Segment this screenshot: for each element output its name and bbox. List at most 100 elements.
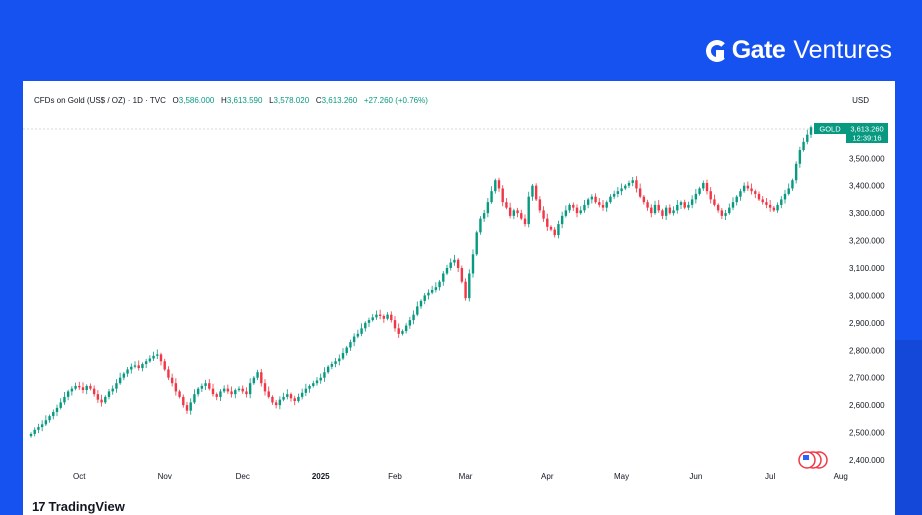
candle-body bbox=[601, 204, 605, 208]
candle-body bbox=[598, 202, 601, 205]
candle-body bbox=[690, 199, 694, 205]
candle-body bbox=[676, 204, 679, 211]
candle-body bbox=[672, 210, 675, 214]
candle-body bbox=[702, 182, 705, 189]
candle-body bbox=[118, 377, 122, 384]
candle-body bbox=[104, 396, 107, 403]
candle-body bbox=[393, 320, 397, 329]
candle-body bbox=[438, 281, 441, 288]
close-value: 3,613.260 bbox=[321, 96, 358, 105]
candle-body bbox=[616, 191, 620, 194]
candle-body bbox=[156, 354, 159, 356]
candle-body bbox=[746, 185, 750, 189]
candle-body bbox=[341, 353, 345, 359]
candle-body bbox=[200, 385, 204, 389]
candle-body bbox=[490, 191, 493, 203]
x-axis: OctNovDec2025FebMarAprMayJunJulAugSep bbox=[73, 472, 848, 481]
candle-body bbox=[182, 396, 185, 406]
candle-body bbox=[445, 267, 449, 274]
y-tick-label: 3,100.000 bbox=[849, 264, 885, 273]
candle-body bbox=[590, 196, 594, 200]
candle-body bbox=[297, 396, 300, 402]
candle-body bbox=[531, 185, 534, 197]
change-value: +27.260 (+0.76%) bbox=[363, 96, 428, 105]
candle-body bbox=[230, 391, 233, 395]
candle-body bbox=[482, 213, 486, 219]
candle-body bbox=[371, 317, 374, 321]
candle-body bbox=[546, 218, 549, 227]
flag-icon[interactable] bbox=[798, 451, 828, 469]
candle-body bbox=[408, 320, 412, 326]
candle-body bbox=[167, 369, 170, 378]
candle-body bbox=[579, 210, 582, 214]
candle-body bbox=[378, 314, 382, 316]
candle-body bbox=[115, 383, 118, 389]
candle-body bbox=[516, 210, 519, 214]
candle-body bbox=[226, 388, 230, 392]
candle-body bbox=[215, 394, 218, 397]
candle-body bbox=[586, 199, 590, 205]
x-tick-label: Dec bbox=[236, 472, 250, 481]
candle-body bbox=[754, 191, 757, 194]
candle-body bbox=[100, 399, 103, 403]
candle-body bbox=[256, 372, 259, 378]
candle-body bbox=[679, 202, 683, 205]
y-tick-label: 2,500.000 bbox=[849, 429, 885, 438]
candle-body bbox=[170, 377, 174, 384]
candle-body bbox=[40, 424, 44, 428]
candle-body bbox=[694, 193, 698, 200]
candle-body bbox=[315, 380, 319, 384]
candle-body bbox=[527, 196, 530, 225]
candle-body bbox=[731, 202, 735, 208]
candle-body bbox=[248, 383, 252, 395]
candle-body bbox=[780, 199, 783, 205]
candle-body bbox=[70, 388, 74, 392]
y-tick-label: 3,300.000 bbox=[849, 209, 885, 218]
candle-body bbox=[720, 210, 724, 216]
y-tick-label: 2,800.000 bbox=[849, 346, 885, 355]
candle-body bbox=[89, 385, 92, 389]
candle-body bbox=[148, 358, 152, 362]
price-chart[interactable]: 3,500.000 3,400.000 3,300.000 3,200.000 3,10… bbox=[23, 81, 895, 496]
candle-body bbox=[475, 232, 478, 255]
candle-body bbox=[560, 215, 564, 225]
candle-body bbox=[757, 193, 761, 200]
candle-body bbox=[620, 188, 623, 192]
candle-body bbox=[211, 388, 215, 395]
candle-body bbox=[564, 210, 568, 216]
x-tick-label: Jul bbox=[765, 472, 775, 481]
candle-body bbox=[605, 202, 608, 208]
candle-body bbox=[245, 391, 248, 395]
x-tick-label: 2025 bbox=[312, 472, 330, 481]
candle-body bbox=[260, 372, 263, 384]
x-tick-label: May bbox=[614, 472, 629, 481]
candle-body bbox=[802, 141, 805, 151]
low-value: 3,578.020 bbox=[273, 96, 310, 105]
candle-body bbox=[776, 204, 779, 211]
candle-body bbox=[252, 377, 256, 384]
candle-body bbox=[653, 204, 657, 214]
candle-body bbox=[501, 188, 504, 203]
candle-body bbox=[549, 226, 553, 230]
candle-body bbox=[126, 369, 129, 374]
candle-body bbox=[538, 199, 542, 211]
candle-body bbox=[404, 325, 408, 332]
candle-body bbox=[791, 180, 794, 189]
candle-body bbox=[772, 207, 776, 211]
price-tag-countdown: 12:39:16 bbox=[852, 134, 881, 143]
candle-body bbox=[152, 355, 155, 359]
candle-body bbox=[193, 394, 196, 403]
candle-body bbox=[716, 204, 720, 211]
candle-body bbox=[494, 180, 497, 192]
x-tick-label: Apr bbox=[541, 472, 554, 481]
candle-body bbox=[742, 185, 746, 192]
currency-label[interactable]: USD bbox=[852, 96, 869, 105]
candle-body bbox=[137, 365, 140, 369]
candle-body bbox=[798, 150, 802, 164]
candle-body bbox=[728, 207, 731, 214]
tradingview-logo: 17 TradingView bbox=[32, 499, 125, 514]
candle-body bbox=[159, 354, 163, 362]
candle-body bbox=[709, 191, 712, 200]
candle-body bbox=[323, 372, 326, 378]
candle-body bbox=[557, 224, 560, 236]
